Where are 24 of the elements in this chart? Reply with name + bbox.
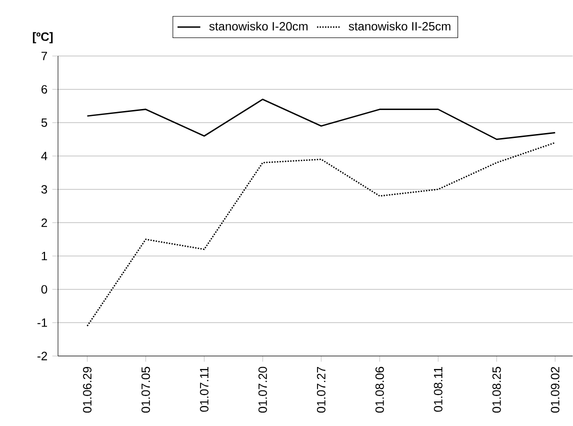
y-tick-label: 4 bbox=[41, 152, 48, 160]
x-tick-label: 01.08.06 bbox=[375, 366, 384, 413]
x-tick-label: 01.07.05 bbox=[141, 366, 150, 413]
line-series bbox=[86, 142, 556, 327]
y-tick-label: 0 bbox=[41, 285, 48, 294]
y-tick-label: 3 bbox=[41, 185, 48, 194]
x-tick-label: 01.08.11 bbox=[434, 366, 442, 412]
y-tick-label: 1 bbox=[42, 252, 48, 260]
x-tick-label: 01.09.02 bbox=[550, 367, 560, 413]
y-tick-label: 7 bbox=[42, 52, 47, 60]
y-tick-label: -2 bbox=[37, 352, 47, 360]
legend-label: stanowisko II-25cm bbox=[348, 22, 450, 31]
y-tick-label: 2 bbox=[42, 218, 47, 227]
x-tick-label: 01.06.29 bbox=[82, 366, 92, 413]
x-tick-label: 01.07.27 bbox=[316, 367, 326, 413]
y-tick-label: -1 bbox=[37, 318, 48, 327]
y-tick-label: 5 bbox=[41, 118, 48, 127]
y-axis-title: [ºC] bbox=[32, 32, 53, 44]
x-tick-label: 01.08.25 bbox=[492, 366, 501, 413]
x-tick-label: 01.07.11 bbox=[200, 366, 208, 412]
x-tick-label: 01.07.20 bbox=[258, 366, 267, 413]
y-tick-label: 6 bbox=[42, 85, 48, 94]
legend-label: stanowisko I-20cm bbox=[209, 22, 308, 31]
line-series bbox=[86, 98, 556, 140]
